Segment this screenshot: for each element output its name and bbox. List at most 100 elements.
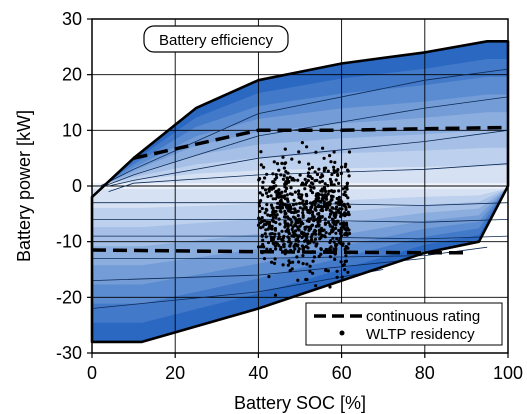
wltp-point bbox=[279, 247, 283, 251]
wltp-point bbox=[309, 217, 313, 221]
wltp-point bbox=[324, 208, 328, 212]
wltp-point bbox=[322, 169, 326, 173]
wltp-point bbox=[305, 199, 309, 203]
wltp-point bbox=[297, 228, 301, 232]
wltp-point bbox=[336, 168, 340, 172]
wltp-point bbox=[277, 232, 281, 236]
wltp-point bbox=[271, 197, 275, 201]
wltp-point bbox=[307, 228, 311, 232]
wltp-point bbox=[273, 226, 277, 231]
wltp-point bbox=[312, 230, 316, 234]
legend-label-wltp-residency: WLTP residency bbox=[366, 326, 475, 343]
y-tick-label-0: 0 bbox=[72, 176, 82, 196]
efficiency-bands bbox=[92, 41, 508, 342]
wltp-point bbox=[284, 229, 288, 233]
wltp-point bbox=[311, 215, 315, 219]
wltp-point bbox=[307, 225, 311, 229]
wltp-point bbox=[347, 231, 352, 236]
wltp-point bbox=[339, 213, 343, 218]
wltp-point bbox=[343, 233, 347, 237]
wltp-point bbox=[305, 236, 309, 240]
continuous-rating-upper bbox=[133, 125, 509, 160]
wltp-point bbox=[290, 157, 294, 161]
wltp-point bbox=[319, 247, 323, 251]
wltp-point bbox=[307, 219, 311, 223]
wltp-point bbox=[322, 156, 326, 160]
wltp-point bbox=[337, 189, 341, 193]
wltp-point bbox=[311, 271, 315, 275]
wltp-point bbox=[263, 211, 267, 215]
wltp-point bbox=[324, 166, 328, 170]
wltp-point bbox=[328, 255, 332, 259]
wltp-point bbox=[319, 204, 323, 208]
wltp-point bbox=[311, 200, 315, 204]
wltp-point bbox=[320, 209, 325, 213]
wltp-point bbox=[309, 201, 313, 205]
wltp-point bbox=[301, 247, 305, 251]
wltp-point bbox=[277, 168, 281, 172]
wltp-point bbox=[293, 223, 297, 227]
x-tick-label-40: 40 bbox=[248, 363, 268, 383]
efficiency-contour-6 bbox=[92, 235, 508, 240]
wltp-point bbox=[306, 179, 310, 183]
wltp-point bbox=[339, 242, 343, 246]
wltp-point bbox=[287, 237, 291, 241]
wltp-point bbox=[306, 209, 310, 213]
wltp-point bbox=[335, 275, 339, 279]
wltp-point bbox=[328, 240, 332, 245]
wltp-point bbox=[297, 150, 301, 154]
wltp-point bbox=[325, 197, 329, 201]
wltp-point bbox=[303, 182, 308, 187]
wltp-point bbox=[257, 216, 261, 220]
wltp-point bbox=[279, 194, 283, 199]
wltp-point bbox=[259, 199, 263, 203]
wltp-point bbox=[287, 239, 291, 243]
wltp-point bbox=[285, 203, 289, 207]
wltp-point bbox=[342, 263, 346, 267]
wltp-point bbox=[314, 218, 318, 222]
wltp-point bbox=[347, 150, 352, 154]
wltp-point bbox=[262, 165, 266, 169]
wltp-point bbox=[330, 228, 334, 232]
wltp-point bbox=[261, 186, 265, 190]
wltp-point bbox=[266, 213, 270, 217]
wltp-point bbox=[330, 172, 334, 177]
wltp-point bbox=[323, 193, 327, 197]
wltp-point bbox=[344, 207, 348, 212]
wltp-point bbox=[333, 160, 337, 164]
wltp-point bbox=[271, 241, 275, 245]
axis-ticks: 0 20 40 60 80 100 -30 -20 -10 0 10 20 30 bbox=[56, 9, 523, 383]
wltp-point bbox=[316, 199, 320, 203]
wltp-point bbox=[292, 198, 296, 202]
wltp-point bbox=[267, 275, 271, 279]
wltp-point bbox=[335, 269, 339, 273]
wltp-point bbox=[320, 233, 324, 238]
wltp-point bbox=[324, 205, 328, 209]
wltp-point bbox=[344, 193, 348, 198]
wltp-point bbox=[328, 154, 332, 158]
wltp-point bbox=[306, 171, 310, 175]
wltp-point bbox=[290, 234, 294, 238]
wltp-point bbox=[303, 225, 307, 229]
x-tick-label-0: 0 bbox=[87, 363, 97, 383]
wltp-point bbox=[257, 245, 261, 249]
wltp-point bbox=[286, 199, 290, 203]
wltp-point bbox=[346, 210, 350, 214]
wltp-point bbox=[320, 197, 324, 201]
wltp-point bbox=[261, 238, 265, 242]
wltp-point bbox=[265, 172, 269, 176]
wltp-point bbox=[293, 190, 297, 194]
wltp-point bbox=[346, 168, 350, 172]
wltp-point bbox=[258, 191, 262, 195]
wltp-point bbox=[311, 182, 315, 186]
wltp-point bbox=[343, 259, 347, 264]
wltp-point bbox=[290, 227, 294, 231]
y-tick-label--30: -30 bbox=[56, 343, 82, 363]
wltp-point bbox=[286, 179, 291, 184]
wltp-point bbox=[317, 204, 321, 208]
wltp-point bbox=[326, 269, 330, 273]
wltp-point bbox=[306, 240, 310, 244]
wltp-point bbox=[297, 247, 301, 251]
wltp-point bbox=[325, 248, 330, 252]
wltp-point bbox=[296, 178, 300, 182]
